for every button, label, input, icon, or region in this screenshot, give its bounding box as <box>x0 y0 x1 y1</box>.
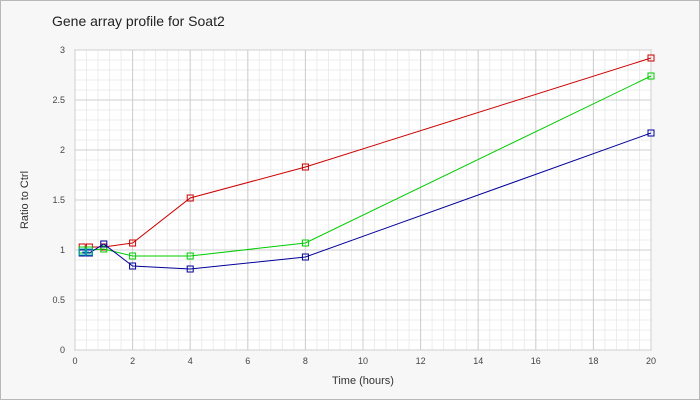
data-point <box>301 239 309 247</box>
x-tick-label: 0 <box>72 356 77 366</box>
series-lines <box>78 54 655 273</box>
data-point <box>78 248 86 256</box>
series-line <box>82 132 652 270</box>
x-tick-label: 8 <box>303 356 308 366</box>
data-point <box>85 248 93 256</box>
data-point <box>129 252 137 260</box>
data-point <box>647 72 655 80</box>
y-tick-label: 2 <box>60 145 65 155</box>
tick-labels: 0 2 4 6 8 10 12 14 16 18 20 0 0.5 1 1.5 2 2.5 3 <box>52 45 656 366</box>
y-axis-label: Ratio to Ctrl <box>19 171 31 229</box>
y-tick-label: 3 <box>60 45 65 55</box>
data-point <box>129 239 137 247</box>
x-tick-label: 14 <box>473 356 483 366</box>
major-grid <box>74 49 652 351</box>
x-tick-label: 18 <box>588 356 598 366</box>
data-point <box>100 245 108 253</box>
x-axis-label: Time (hours) <box>332 375 394 387</box>
x-tick-label: 4 <box>188 356 193 366</box>
data-point <box>129 262 137 270</box>
y-tick-label: 1.5 <box>52 195 65 205</box>
y-tick-label: 0.5 <box>52 295 65 305</box>
data-point <box>301 163 309 171</box>
x-tick-label: 10 <box>358 356 368 366</box>
data-point <box>186 265 194 273</box>
y-tick-label: 2.5 <box>52 95 65 105</box>
x-tick-label: 2 <box>130 356 135 366</box>
data-point <box>647 129 655 137</box>
x-tick-label: 20 <box>646 356 656 366</box>
x-tick-label: 16 <box>531 356 541 366</box>
data-point <box>301 253 309 261</box>
x-tick-label: 6 <box>245 356 250 366</box>
y-tick-label: 1 <box>60 245 65 255</box>
series-4 <box>78 248 93 256</box>
chart-title: Gene array profile for Soat2 <box>52 13 225 29</box>
data-point <box>100 240 108 248</box>
data-point <box>186 194 194 202</box>
y-tick-label: 0 <box>60 345 65 355</box>
data-point <box>647 54 655 62</box>
x-tick-label: 12 <box>416 356 426 366</box>
data-point <box>186 252 194 260</box>
